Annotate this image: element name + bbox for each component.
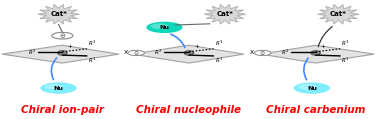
Text: $R^1$: $R^1$: [88, 56, 96, 65]
Circle shape: [40, 82, 77, 94]
FancyArrowPatch shape: [318, 27, 332, 47]
Text: $R^3$: $R^3$: [88, 39, 96, 48]
Text: Chiral carbenium: Chiral carbenium: [266, 105, 365, 115]
Circle shape: [298, 84, 316, 90]
FancyArrowPatch shape: [51, 58, 57, 80]
Text: $R^2$: $R^2$: [154, 48, 163, 57]
Polygon shape: [132, 45, 244, 63]
Polygon shape: [204, 4, 246, 24]
Text: $R^3$: $R^3$: [341, 39, 350, 48]
Text: $R^1$: $R^1$: [341, 56, 350, 65]
Ellipse shape: [310, 50, 321, 56]
Ellipse shape: [184, 50, 194, 56]
Text: X: X: [250, 50, 254, 55]
Text: Cat*: Cat*: [50, 11, 67, 17]
FancyArrowPatch shape: [171, 34, 185, 47]
Text: Nu: Nu: [54, 86, 64, 91]
Text: Chiral ion-pair: Chiral ion-pair: [21, 105, 104, 115]
Ellipse shape: [185, 51, 193, 55]
Ellipse shape: [312, 51, 319, 55]
Polygon shape: [318, 4, 359, 24]
Text: $R^1$: $R^1$: [215, 56, 223, 65]
Text: Nu: Nu: [307, 86, 317, 91]
Text: X: X: [124, 50, 128, 55]
Text: $+$: $+$: [194, 42, 200, 50]
Text: Cat*: Cat*: [217, 11, 233, 17]
Polygon shape: [38, 4, 79, 24]
Text: $+$: $+$: [67, 42, 73, 50]
Text: $\ominus$: $\ominus$: [59, 31, 66, 40]
Circle shape: [254, 50, 271, 56]
Circle shape: [128, 50, 144, 56]
Text: $R^3$: $R^3$: [215, 39, 223, 48]
Text: $\ominus$: $\ominus$: [133, 49, 139, 57]
Circle shape: [294, 82, 330, 94]
Circle shape: [52, 32, 73, 39]
Polygon shape: [2, 45, 119, 63]
Circle shape: [146, 22, 183, 33]
Polygon shape: [261, 45, 374, 63]
Text: Chiral nucleophile: Chiral nucleophile: [136, 105, 242, 115]
Ellipse shape: [57, 50, 68, 56]
Text: $\ominus$: $\ominus$: [259, 49, 266, 57]
Circle shape: [151, 23, 169, 29]
FancyArrowPatch shape: [304, 58, 308, 80]
Circle shape: [45, 84, 63, 90]
Text: $+$: $+$: [320, 42, 326, 50]
Text: $R^2$: $R^2$: [28, 48, 36, 57]
Ellipse shape: [59, 51, 66, 55]
Text: Nu: Nu: [160, 25, 169, 30]
Text: Cat*: Cat*: [330, 11, 347, 17]
Text: $R^2$: $R^2$: [281, 48, 289, 57]
